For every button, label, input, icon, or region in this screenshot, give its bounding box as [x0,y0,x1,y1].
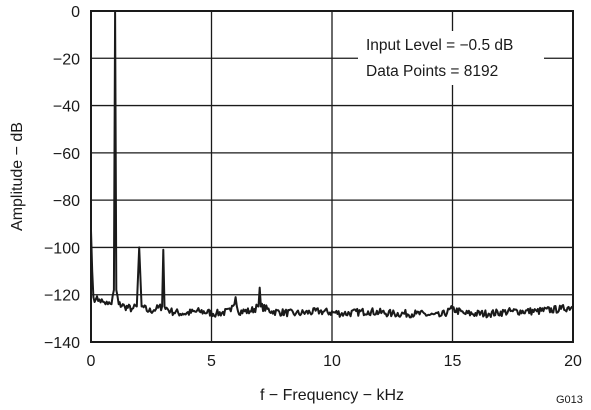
x-tick-label: 0 [87,353,96,370]
x-tick-label: 10 [323,353,341,370]
y-tick-label: −20 [53,51,80,68]
y-tick-label: −40 [53,99,80,116]
plot-area-frame [90,10,574,343]
y-tick-label: −80 [53,193,80,210]
y-tick-label: 0 [71,4,80,21]
spectrum-line [90,11,574,319]
x-tick-label: 5 [207,353,216,370]
y-tick-label: −100 [44,240,80,257]
x-axis-title: f − Frequency − kHz [260,387,404,404]
y-axis-title: Amplitude − dB [9,122,26,231]
x-tick-label: 15 [444,353,462,370]
input-level-annotation: Input Level = −0.5 dB [366,37,513,54]
data-points-annotation: Data Points = 8192 [366,63,498,80]
y-tick-label: −140 [44,335,80,352]
y-tick-label: −60 [53,146,80,163]
y-tick-label: −120 [44,288,80,305]
annotation-box [358,31,544,85]
x-tick-label: 20 [564,353,582,370]
tick-labels: 0 5 10 15 20 0 −20 −40 −60 −80 −100 −120 −140 [44,4,582,370]
figure-code: G013 [556,394,583,406]
